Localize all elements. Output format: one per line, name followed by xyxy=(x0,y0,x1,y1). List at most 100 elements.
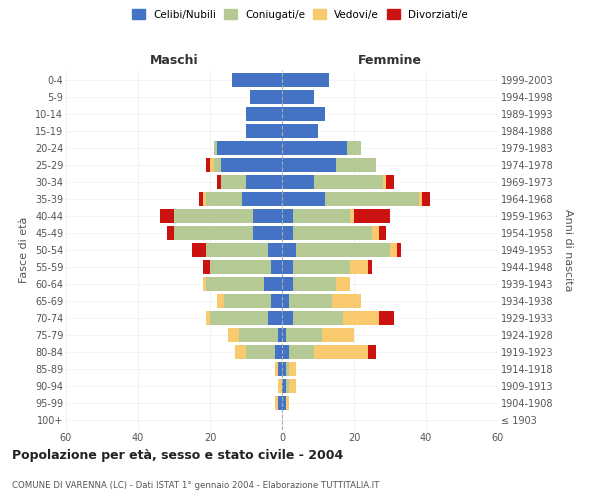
Bar xyxy=(275,345,282,359)
Bar xyxy=(217,294,224,308)
Bar xyxy=(282,362,286,376)
Bar xyxy=(278,396,282,410)
Bar xyxy=(275,396,278,410)
Bar xyxy=(282,90,314,104)
Bar xyxy=(314,345,368,359)
Bar xyxy=(242,192,282,206)
Bar xyxy=(275,362,278,376)
Bar xyxy=(217,141,282,155)
Bar xyxy=(224,294,271,308)
Bar xyxy=(322,328,354,342)
Bar xyxy=(253,209,282,223)
Bar xyxy=(268,243,282,257)
Bar xyxy=(293,311,343,325)
Bar xyxy=(296,243,390,257)
Bar xyxy=(286,328,322,342)
Bar xyxy=(206,243,268,257)
Bar xyxy=(264,277,282,291)
Bar xyxy=(282,243,296,257)
Bar xyxy=(232,73,282,87)
Bar xyxy=(282,328,286,342)
Bar xyxy=(210,158,214,172)
Bar xyxy=(214,141,217,155)
Bar xyxy=(282,209,293,223)
Bar xyxy=(221,158,282,172)
Bar xyxy=(390,243,397,257)
Text: Maschi: Maschi xyxy=(149,54,199,68)
Bar xyxy=(199,192,203,206)
Bar xyxy=(289,345,314,359)
Bar xyxy=(422,192,430,206)
Bar xyxy=(343,311,379,325)
Bar xyxy=(246,107,282,121)
Bar xyxy=(192,243,206,257)
Bar xyxy=(282,311,293,325)
Bar xyxy=(293,277,336,291)
Bar xyxy=(250,90,282,104)
Bar xyxy=(282,379,286,393)
Bar xyxy=(282,107,325,121)
Bar xyxy=(282,396,286,410)
Text: Femmine: Femmine xyxy=(358,54,422,68)
Bar xyxy=(293,226,372,240)
Bar xyxy=(253,226,282,240)
Bar xyxy=(246,345,275,359)
Bar xyxy=(278,379,282,393)
Bar xyxy=(336,277,350,291)
Bar xyxy=(336,158,376,172)
Bar xyxy=(397,243,401,257)
Bar xyxy=(167,226,174,240)
Bar xyxy=(203,277,206,291)
Bar xyxy=(282,158,336,172)
Bar xyxy=(286,396,289,410)
Bar xyxy=(286,379,289,393)
Bar xyxy=(214,158,221,172)
Bar xyxy=(239,328,278,342)
Bar xyxy=(282,141,347,155)
Bar xyxy=(379,226,386,240)
Bar xyxy=(206,192,242,206)
Bar xyxy=(282,73,329,87)
Bar xyxy=(347,141,361,155)
Bar xyxy=(282,345,289,359)
Bar xyxy=(386,175,394,189)
Bar xyxy=(278,362,282,376)
Bar xyxy=(286,362,289,376)
Bar xyxy=(160,209,174,223)
Bar xyxy=(332,294,361,308)
Legend: Celibi/Nubili, Coniugati/e, Vedovi/e, Divorziati/e: Celibi/Nubili, Coniugati/e, Vedovi/e, Di… xyxy=(128,5,472,24)
Bar xyxy=(293,209,350,223)
Bar xyxy=(268,311,282,325)
Bar xyxy=(419,192,422,206)
Bar xyxy=(217,175,221,189)
Bar xyxy=(210,311,268,325)
Bar xyxy=(293,260,350,274)
Bar xyxy=(282,260,293,274)
Bar xyxy=(282,226,293,240)
Y-axis label: Anni di nascita: Anni di nascita xyxy=(563,209,573,291)
Bar xyxy=(206,277,264,291)
Text: COMUNE DI VARENNA (LC) - Dati ISTAT 1° gennaio 2004 - Elaborazione TUTTITALIA.IT: COMUNE DI VARENNA (LC) - Dati ISTAT 1° g… xyxy=(12,481,379,490)
Bar xyxy=(271,294,282,308)
Text: Popolazione per età, sesso e stato civile - 2004: Popolazione per età, sesso e stato civil… xyxy=(12,450,343,462)
Bar xyxy=(314,175,383,189)
Bar xyxy=(203,260,210,274)
Bar xyxy=(174,209,253,223)
Bar xyxy=(174,226,253,240)
Bar xyxy=(282,294,289,308)
Bar xyxy=(246,175,282,189)
Bar xyxy=(282,277,293,291)
Bar xyxy=(246,124,282,138)
Bar xyxy=(350,209,354,223)
Bar xyxy=(354,209,390,223)
Bar xyxy=(221,175,246,189)
Bar xyxy=(383,175,386,189)
Bar xyxy=(228,328,239,342)
Bar xyxy=(350,260,368,274)
Bar xyxy=(282,192,325,206)
Bar xyxy=(235,345,246,359)
Bar xyxy=(289,294,332,308)
Bar xyxy=(271,260,282,274)
Bar xyxy=(372,226,379,240)
Bar xyxy=(282,175,314,189)
